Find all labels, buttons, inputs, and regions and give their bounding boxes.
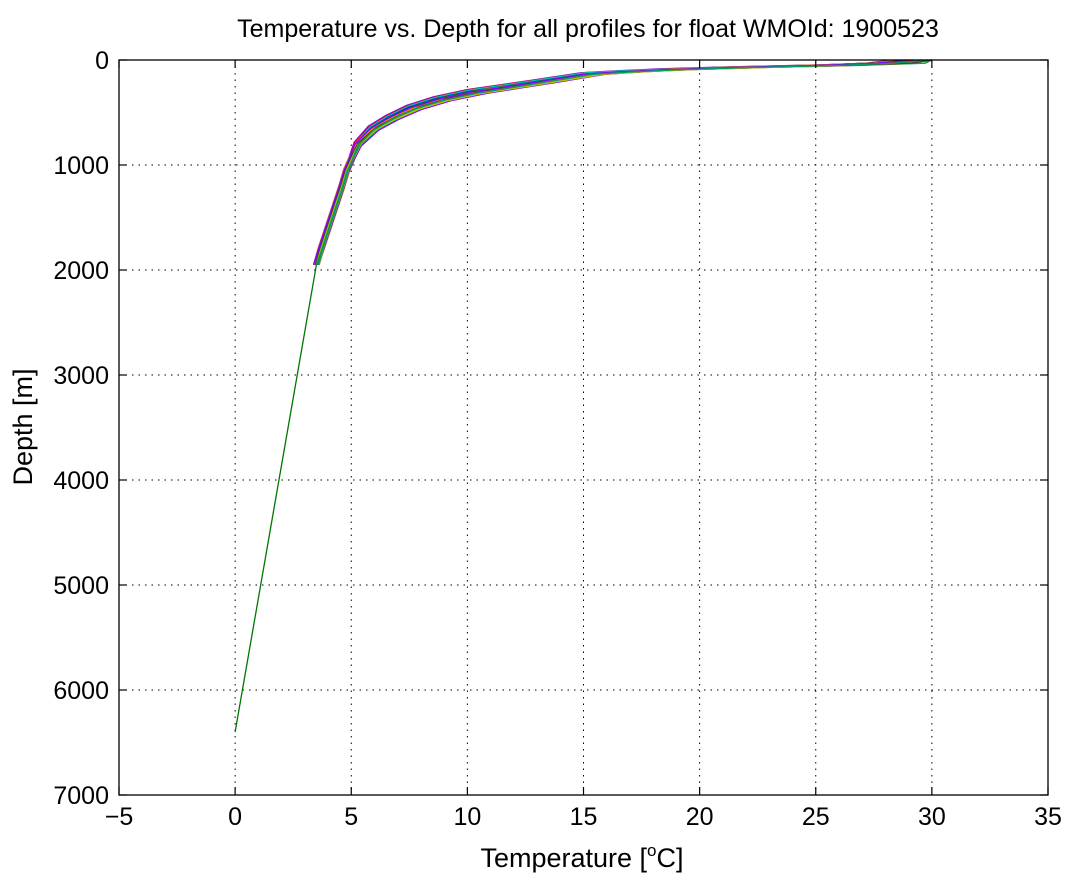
x-tick-label: −5 xyxy=(105,803,134,831)
x-tick-label: 10 xyxy=(453,803,481,831)
profile-line xyxy=(315,59,928,266)
x-tick-label: 20 xyxy=(686,803,714,831)
deep-profile-line xyxy=(234,264,318,733)
x-tick-label: 30 xyxy=(918,803,946,831)
y-tick-label: 4000 xyxy=(53,467,109,495)
y-axis-tick-labels: 0 1000 2000 3000 4000 5000 6000 7000 xyxy=(53,47,109,810)
x-tick-label: 0 xyxy=(228,803,242,831)
axis-ticks xyxy=(118,59,1049,796)
y-tick-label: 7000 xyxy=(53,782,109,810)
x-tick-label: 25 xyxy=(802,803,830,831)
x-axis-label: Temperature [oC] xyxy=(480,841,683,873)
y-tick-label: 0 xyxy=(95,47,109,75)
grid-lines xyxy=(119,60,1048,795)
y-axis-label: Depth [m] xyxy=(8,368,38,485)
profile-series xyxy=(234,59,933,733)
y-tick-label: 2000 xyxy=(53,257,109,285)
y-tick-label: 5000 xyxy=(53,572,109,600)
x-axis-label-superscript: o xyxy=(647,841,656,860)
y-tick-label: 6000 xyxy=(53,677,109,705)
x-axis-label-unit: C] xyxy=(657,843,684,873)
x-tick-label: 15 xyxy=(570,803,598,831)
y-tick-label: 1000 xyxy=(53,152,109,180)
y-tick-label: 3000 xyxy=(53,362,109,390)
x-axis-label-main: Temperature [ xyxy=(480,843,647,873)
x-tick-label: 35 xyxy=(1034,803,1062,831)
x-tick-label: 5 xyxy=(344,803,358,831)
x-axis-tick-labels: −5 0 5 10 15 20 25 30 35 xyxy=(105,803,1062,831)
chart-title: Temperature vs. Depth for all profiles f… xyxy=(237,15,939,43)
